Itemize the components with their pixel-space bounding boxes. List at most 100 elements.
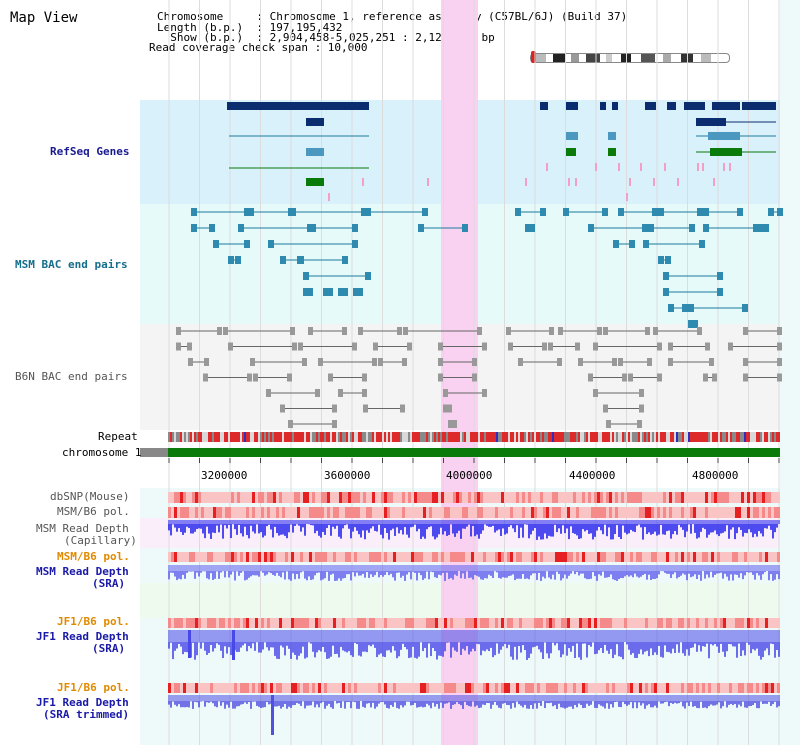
jf1-sra-depth [290,642,292,659]
jf1-trimmed-depth [178,701,180,705]
dbsnp-variant [237,492,240,503]
dbsnp-variant [327,492,330,503]
jf1-trimmed-depth [414,701,416,703]
jf1-trimmed-depth [710,701,712,705]
jf1-trimmed-depth [644,701,646,709]
label-msm-b6-pol-sra[interactable]: MSM/B6 pol. [57,550,130,563]
jf1-trimmed-depth [252,701,254,702]
msm-b6-pol-variant [561,507,564,518]
dbsnp-variant [648,492,651,503]
jf1-sra-depth [330,642,332,657]
dbsnp-variant [591,492,594,503]
label-msm-b6-pol-capillary[interactable]: MSM/B6 pol. [57,505,130,518]
dbsnp-variant [633,492,636,503]
msm-capillary-depth [500,524,502,537]
label-repeat[interactable]: Repeat [98,430,138,443]
jf1-sra-depth [548,642,550,659]
jf1-trimmed-depth [768,701,770,702]
jf1-trimmed-depth [294,701,296,705]
label-jf1-read-depth-trimmed[interactable]: JF1 Read Depth [36,696,129,709]
msm-sra-depth [394,571,396,581]
repeat-element [208,432,210,442]
msm-capillary-depth [276,524,278,534]
bac-end [353,288,359,296]
label-refseq-genes[interactable]: RefSeq Genes [50,145,130,158]
msm-sra-depth [488,571,490,575]
bac-end [658,256,664,264]
msm-b6-pol-sra-variant [477,552,480,562]
repeat-element [586,432,588,442]
jf1-trimmed-depth [678,701,680,704]
label-b6n-bac-end-pairs[interactable]: B6N BAC end pairs [15,370,128,383]
msm-sra-depth [408,571,410,573]
jf1-b6-pol-variant [726,618,729,628]
jf1-b6-pol-trimmed-variant [369,683,372,693]
jf1-trimmed-depth [204,701,206,707]
jf1-trimmed-depth [182,701,184,708]
label-jf1-read-depth-sra[interactable]: JF1 Read Depth [36,630,129,643]
jf1-trimmed-depth [448,701,450,703]
repeat-element [566,432,568,442]
msm-b6-pol-sra-variant [492,552,495,562]
label-jf1-b6-pol-sra[interactable]: JF1/B6 pol. [57,615,130,628]
jf1-sra-depth [350,642,352,656]
jf1-b6-pol-variant [585,618,588,628]
jf1-b6-pol-variant [396,618,399,628]
msm-b6-pol-variant [246,507,249,518]
label-dbsnp-mouse[interactable]: dbSNP(Mouse) [50,490,130,503]
msm-capillary-depth [728,524,730,539]
msm-capillary-depth [302,524,304,528]
jf1-trimmed-depth-base [168,695,780,701]
repeat-element [584,432,586,442]
dbsnp-variant [255,492,258,503]
msm-sra-depth [584,571,586,579]
msm-sra-depth [698,571,700,575]
jf1-sra-depth [758,642,760,656]
jf1-sra-depth [408,642,410,659]
jf1-trimmed-depth [546,701,548,704]
jf1-b6-pol-variant [543,618,546,628]
dbsnp-variant [189,492,192,503]
jf1-sra-depth [708,642,710,659]
msm-b6-pol-variant [432,507,435,518]
msm-b6-pol-sra-variant [606,552,609,562]
jf1-b6-pol-trimmed-variant [324,683,327,693]
jf1-b6-pol-variant [660,618,663,628]
jf1-sra-depth [480,642,482,656]
gene-tick [702,163,704,171]
bac-end [628,373,633,382]
gene-block [227,102,369,110]
gene-tick [677,178,679,186]
msm-sra-depth [580,571,582,574]
repeat-element [290,432,292,442]
label-msm-read-depth-capillary[interactable]: MSM Read Depth [36,522,129,535]
msm-b6-pol-sra-variant [591,552,594,562]
jf1-sra-depth [752,642,754,650]
repeat-track [168,432,780,442]
msm-capillary-depth [326,524,328,528]
msm-capillary-depth [616,524,618,526]
repeat-element [194,432,196,442]
label-msm-bac-end-pairs[interactable]: MSM BAC end pairs [15,258,128,271]
msm-sra-depth [668,571,670,574]
msm-b6-pol-variant [297,507,300,518]
jf1-b6-pol-variant [759,618,762,628]
repeat-element [490,432,492,442]
jf1-trimmed-depth [638,701,640,703]
jf1-b6-pol-trimmed-variant [429,683,432,693]
msm-b6-pol-variant [354,507,357,518]
msm-b6-pol-sra-variant [633,552,636,562]
msm-sra-depth [338,571,340,579]
msm-b6-pol-sra-variant [540,552,543,562]
msm-b6-pol-variant [342,507,345,518]
jf1-b6-pol-variant [603,618,606,628]
dbsnp-variant [399,492,402,503]
jf1-trimmed-depth [362,701,364,707]
gene-block [566,102,578,110]
msm-b6-pol-variant [168,507,171,518]
label-msm-read-depth-sra[interactable]: MSM Read Depth [36,565,129,578]
jf1-sra-depth [710,642,712,645]
label-jf1-b6-pol-trimmed[interactable]: JF1/B6 pol. [57,681,130,694]
jf1-b6-pol-variant [423,618,426,628]
